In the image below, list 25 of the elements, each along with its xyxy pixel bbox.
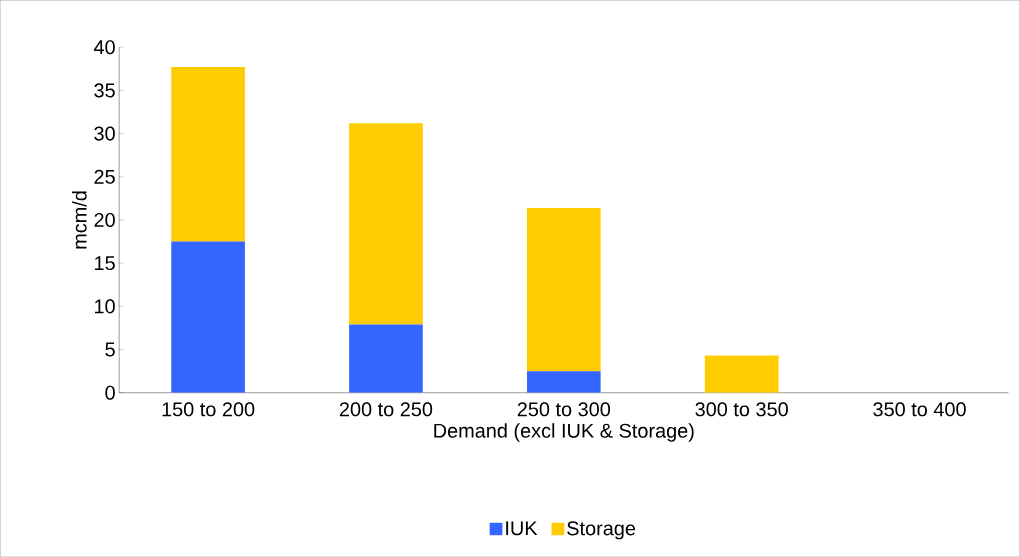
bar <box>527 207 601 372</box>
y-axis-title: mcm/d <box>72 191 87 249</box>
x-tick-label: 250 to 300 <box>517 402 611 417</box>
x-tick-label: 150 to 200 <box>162 402 255 417</box>
bar <box>349 324 423 393</box>
x-axis-title: Demand (excl IUK & Storage) <box>434 423 694 442</box>
y-tick-label: 5 <box>105 342 115 357</box>
bar <box>171 241 245 393</box>
legend-label: Storage <box>567 521 636 540</box>
x-tick-label: 200 to 250 <box>339 402 433 417</box>
x-tick-label: 300 to 350 <box>695 402 788 417</box>
bar <box>527 371 601 393</box>
bar <box>704 355 779 393</box>
y-tick-label: 10 <box>95 299 115 314</box>
y-tick-label: 20 <box>94 212 115 227</box>
x-tick-label: 350 to 400 <box>873 402 966 417</box>
legend-label: IUK <box>506 521 538 536</box>
bar <box>171 66 245 242</box>
y-tick-label: 25 <box>94 169 115 184</box>
y-tick-label: 15 <box>95 256 115 271</box>
y-tick-label: 30 <box>94 126 115 141</box>
y-tick-label: 35 <box>94 83 115 98</box>
bar <box>349 123 423 325</box>
y-tick-label: 40 <box>93 40 115 55</box>
y-tick-label: 0 <box>105 385 115 400</box>
